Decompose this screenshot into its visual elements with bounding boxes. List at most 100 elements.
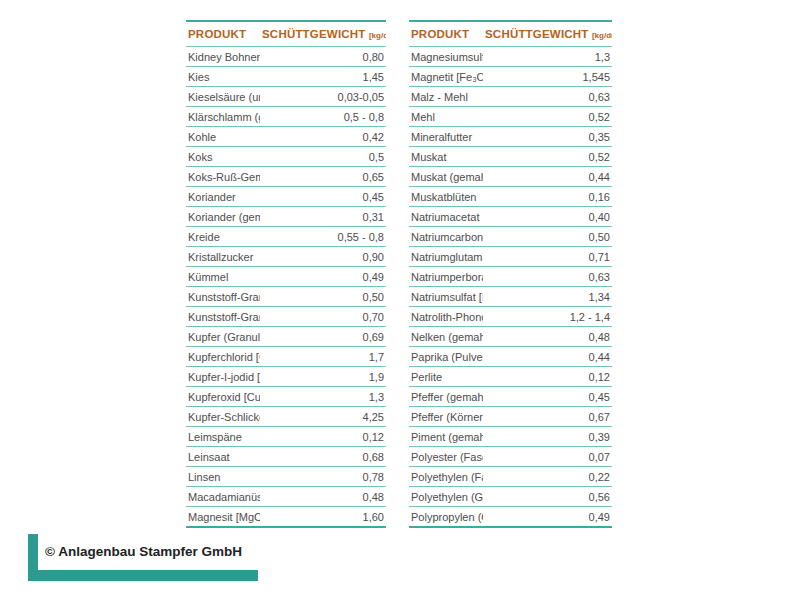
product-cell: Polyester (Fasern) bbox=[409, 447, 483, 467]
product-cell: Macadamianüsse bbox=[186, 487, 260, 507]
density-value-cell: 0,5 bbox=[260, 147, 386, 167]
product-cell: Polyethylen (Fasern) bbox=[409, 467, 483, 487]
product-cell: Leinsaat bbox=[186, 447, 260, 467]
product-cell: Koriander bbox=[186, 187, 260, 207]
density-value-cell: 0,70 bbox=[260, 307, 386, 327]
product-cell: Pfeffer (gemahlen) bbox=[409, 387, 483, 407]
density-value-cell: 0,56 bbox=[483, 487, 612, 507]
weight-unit-label: [kg/dm³] bbox=[369, 31, 386, 40]
product-cell: Kupferchlorid [CuCl₂] bbox=[186, 347, 260, 367]
table-row: Kieselsäure (unverd.)0,03-0,05 bbox=[186, 87, 386, 107]
table-row: Muskatblüten0,16 bbox=[409, 187, 612, 207]
density-table-left: PRODUKT SCHÜTTGEWICHT [kg/dm³] Kidney Bo… bbox=[186, 20, 386, 528]
density-value-cell: 0,44 bbox=[483, 167, 612, 187]
density-value-cell: 1,60 bbox=[260, 507, 386, 528]
copyright-text: © Anlagenbau Stampfer GmbH bbox=[45, 544, 242, 559]
density-value-cell: 0,78 bbox=[260, 467, 386, 487]
density-value-cell: 0,45 bbox=[260, 187, 386, 207]
density-value-cell: 1,7 bbox=[260, 347, 386, 367]
weight-column-header: SCHÜTTGEWICHT [kg/dm³] bbox=[260, 21, 386, 47]
table-row: Natrolith-Phonolith1,2 - 1,4 bbox=[409, 307, 612, 327]
product-cell: Natriumacetat (Granulat) bbox=[409, 207, 483, 227]
product-cell: Kupfer (Granulat) bbox=[186, 327, 260, 347]
table-row: Polypropylen (Granulat)0,49 bbox=[409, 507, 612, 528]
table-row: Pfeffer (gemahlen)0,45 bbox=[409, 387, 612, 407]
product-cell: Kupferoxid [CuO] bbox=[186, 387, 260, 407]
table-row: Natriumcarbonat [Na₂CO₃]0,50 bbox=[409, 227, 612, 247]
product-cell: Polyethylen (Granulat) bbox=[409, 487, 483, 507]
product-cell: Kupfer-I-jodid [CuI] bbox=[186, 367, 260, 387]
product-cell: Kunststoff-Granulat (Regenerat) bbox=[186, 307, 260, 327]
table-row: Kidney Bohnen (roh)0,80 bbox=[186, 47, 386, 67]
product-cell: Kristallzucker bbox=[186, 247, 260, 267]
density-value-cell: 1,2 - 1,4 bbox=[483, 307, 612, 327]
density-value-cell: 0,63 bbox=[483, 87, 612, 107]
table-row: Koks-Ruß-Gemisch0,65 bbox=[186, 167, 386, 187]
product-cell: Piment (gemahlen) bbox=[409, 427, 483, 447]
table-row: Polyethylen (Granulat)0,56 bbox=[409, 487, 612, 507]
product-cell: Natriumsulfat [Na₂SO₄] bbox=[409, 287, 483, 307]
product-cell: Mehl bbox=[409, 107, 483, 127]
density-value-cell: 0,07 bbox=[483, 447, 612, 467]
table-row: Malz - Mehl0,63 bbox=[409, 87, 612, 107]
product-cell: Mineralfutter bbox=[409, 127, 483, 147]
density-value-cell: 0,12 bbox=[260, 427, 386, 447]
table-row: Macadamianüsse0,48 bbox=[186, 487, 386, 507]
table-row: Klärschlamm (getrocknet)0,5 - 0,8 bbox=[186, 107, 386, 127]
table-row: Muskat (gemahlen)0,44 bbox=[409, 167, 612, 187]
table-row: Kreide0,55 - 0,8 bbox=[186, 227, 386, 247]
table-header: PRODUKT SCHÜTTGEWICHT [kg/dm³] bbox=[409, 21, 612, 47]
density-value-cell: 0,31 bbox=[260, 207, 386, 227]
product-column-header: PRODUKT bbox=[186, 21, 260, 47]
product-cell: Magnesiumsulfat [MgSO₄] bbox=[409, 47, 483, 67]
table-row: Koriander0,45 bbox=[186, 187, 386, 207]
density-value-cell: 0,50 bbox=[260, 287, 386, 307]
table-row: Kies1,45 bbox=[186, 67, 386, 87]
density-value-cell: 0,35 bbox=[483, 127, 612, 147]
table-row: Kunststoff-Granulat0,50 bbox=[186, 287, 386, 307]
density-value-cell: 4,25 bbox=[260, 407, 386, 427]
density-value-cell: 0,69 bbox=[260, 327, 386, 347]
table-row: Kupferoxid [CuO]1,3 bbox=[186, 387, 386, 407]
table-header: PRODUKT SCHÜTTGEWICHT [kg/dm³] bbox=[186, 21, 386, 47]
density-value-cell: 0,45 bbox=[483, 387, 612, 407]
table-body: Magnesiumsulfat [MgSO₄]1,3Magnetit [Fe₃O… bbox=[409, 47, 612, 528]
product-cell: Muskat (gemahlen) bbox=[409, 167, 483, 187]
product-cell: Paprika (Pulver) bbox=[409, 347, 483, 367]
density-value-cell: 1,545 bbox=[483, 67, 612, 87]
product-cell: Malz - Mehl bbox=[409, 87, 483, 107]
table-row: Natriumsulfat [Na₂SO₄]1,34 bbox=[409, 287, 612, 307]
product-cell: Koks-Ruß-Gemisch bbox=[186, 167, 260, 187]
density-value-cell: 0,68 bbox=[260, 447, 386, 467]
product-column-header: PRODUKT bbox=[409, 21, 483, 47]
density-value-cell: 0,12 bbox=[483, 367, 612, 387]
product-cell: Muskat bbox=[409, 147, 483, 167]
table-row: Magnesit [MgCO₃]1,60 bbox=[186, 507, 386, 528]
header-row: PRODUKT SCHÜTTGEWICHT [kg/dm³] bbox=[186, 21, 386, 47]
product-cell: Muskatblüten bbox=[409, 187, 483, 207]
product-cell: Nelken (gemahlen) bbox=[409, 327, 483, 347]
density-value-cell: 0,39 bbox=[483, 427, 612, 447]
table-row: Koriander (gemahlen)0,31 bbox=[186, 207, 386, 227]
product-cell: Kümmel bbox=[186, 267, 260, 287]
density-value-cell: 0,22 bbox=[483, 467, 612, 487]
density-value-cell: 0,50 bbox=[483, 227, 612, 247]
product-cell: Kieselsäure (unverd.) bbox=[186, 87, 260, 107]
table-row: Kristallzucker0,90 bbox=[186, 247, 386, 267]
table-row: Natriumglutamat0,71 bbox=[409, 247, 612, 267]
table-row: Pfeffer (Körner)0,67 bbox=[409, 407, 612, 427]
density-value-cell: 1,3 bbox=[483, 47, 612, 67]
density-value-cell: 0,49 bbox=[260, 267, 386, 287]
product-cell: Magnetit [Fe₃O₄] bbox=[409, 67, 483, 87]
table-row: Kupfer-Schlicker4,25 bbox=[186, 407, 386, 427]
table-row: Mineralfutter0,35 bbox=[409, 127, 612, 147]
density-value-cell: 0,80 bbox=[260, 47, 386, 67]
table-row: Koks0,5 bbox=[186, 147, 386, 167]
density-value-cell: 1,34 bbox=[483, 287, 612, 307]
density-table-right: PRODUKT SCHÜTTGEWICHT [kg/dm³] Magnesium… bbox=[409, 20, 612, 528]
density-value-cell: 0,52 bbox=[483, 107, 612, 127]
table-row: Nelken (gemahlen)0,48 bbox=[409, 327, 612, 347]
header-row: PRODUKT SCHÜTTGEWICHT [kg/dm³] bbox=[409, 21, 612, 47]
density-value-cell: 0,71 bbox=[483, 247, 612, 267]
product-cell: Leimspäne bbox=[186, 427, 260, 447]
